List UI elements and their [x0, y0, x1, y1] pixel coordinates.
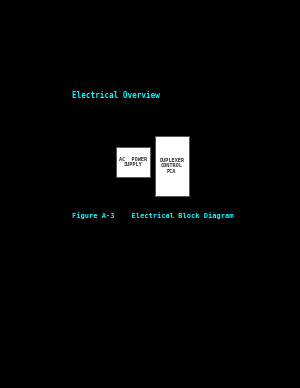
Text: Electrical Overview: Electrical Overview [72, 90, 160, 100]
Text: Figure A-3    Electrical Block Diagram: Figure A-3 Electrical Block Diagram [72, 212, 233, 219]
Text: DUPLEXER
CONTROL
PCA: DUPLEXER CONTROL PCA [159, 158, 184, 174]
Text: AC  POWER
SUPPLY: AC POWER SUPPLY [119, 157, 147, 167]
Bar [116, 147, 150, 177]
Bar [154, 136, 189, 196]
